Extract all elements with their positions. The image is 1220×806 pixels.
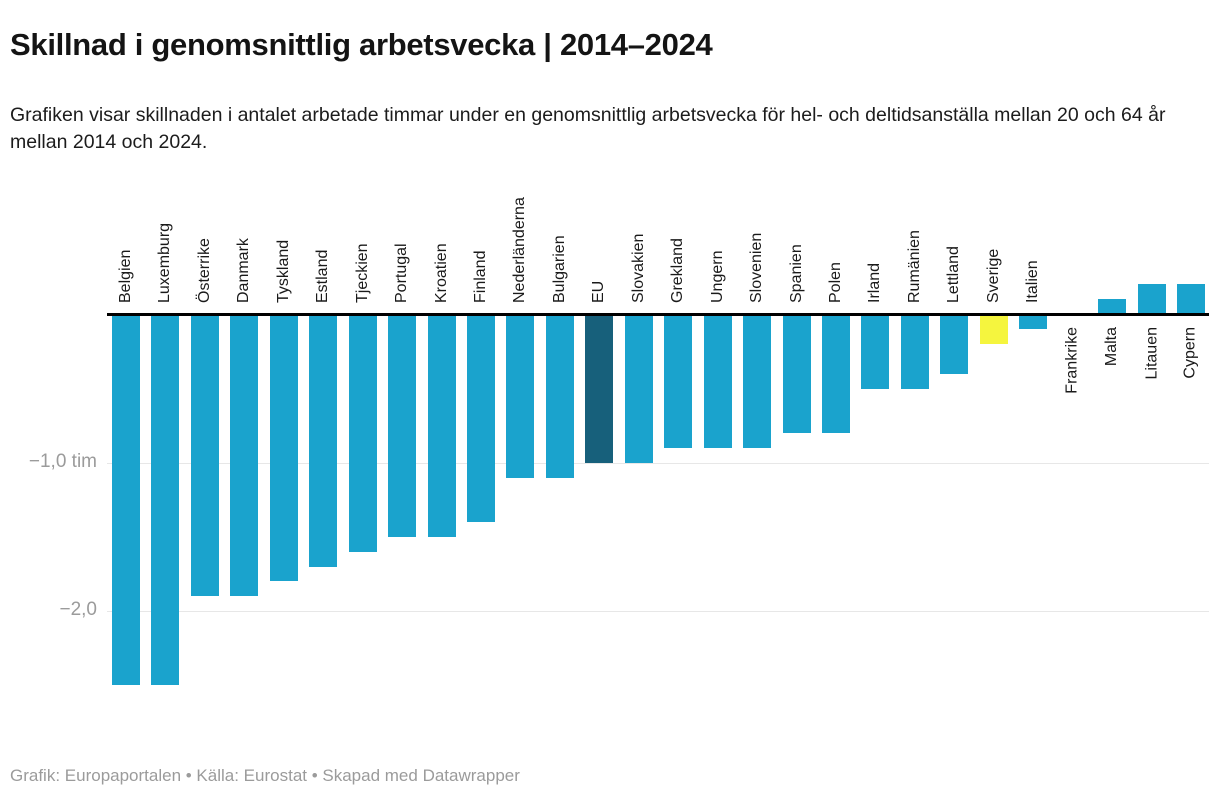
bar-luxemburg[interactable] (151, 316, 179, 685)
bar-slovakien[interactable] (625, 316, 653, 463)
bar-estland[interactable] (309, 316, 337, 567)
chart-title: Skillnad i genomsnittlig arbetsvecka | 2… (10, 26, 713, 62)
bar-label-kroatien: Kroatien (433, 243, 450, 303)
bar-label-finland: Finland (472, 250, 489, 303)
bar-label-estland: Estland (314, 249, 331, 303)
bar-tyskland[interactable] (270, 316, 298, 581)
bar-label-nederlanderna: Nederländerna (511, 197, 528, 303)
bar-label-lettland: Lettland (945, 246, 962, 303)
bar-label-litauen: Litauen (1143, 327, 1160, 380)
bar-label-eu: EU (590, 280, 607, 303)
bar-label-belgien: Belgien (117, 249, 134, 303)
bar-rumanien[interactable] (901, 316, 929, 389)
bar-label-italien: Italien (1024, 260, 1041, 303)
bar-finland[interactable] (467, 316, 495, 522)
bar-label-tjeckien: Tjeckien (354, 243, 371, 303)
gridline--1 (107, 463, 1209, 464)
bar-label-sverige: Sverige (985, 248, 1002, 303)
bar-label-frankrike: Frankrike (1064, 327, 1081, 394)
bar-belgien[interactable] (112, 316, 140, 685)
bar-label-malta: Malta (1103, 327, 1120, 367)
bar-spanien[interactable] (783, 316, 811, 433)
bar-label-polen: Polen (827, 262, 844, 303)
bar-label-rumanien: Rumänien (906, 230, 923, 303)
bar-grekland[interactable] (664, 316, 692, 448)
bar-label-osterrike: Österrike (196, 238, 213, 303)
chart-footer: Grafik: Europaportalen • Källa: Eurostat… (10, 766, 520, 785)
bar-italien[interactable] (1019, 316, 1047, 329)
bar-sverige[interactable] (980, 316, 1008, 344)
bar-label-spanien: Spanien (788, 244, 805, 303)
bar-cypern[interactable] (1177, 284, 1205, 313)
bar-label-portugal: Portugal (393, 243, 410, 303)
y-tick-label--1: −1,0 tim (28, 451, 97, 472)
bar-irland[interactable] (861, 316, 889, 389)
bar-portugal[interactable] (388, 316, 416, 537)
bar-label-cypern: Cypern (1182, 327, 1199, 379)
bar-label-irland: Irland (866, 262, 883, 303)
bar-label-slovakien: Slovakien (630, 233, 647, 303)
bar-label-luxemburg: Luxemburg (156, 222, 173, 303)
bar-label-ungern: Ungern (709, 250, 726, 303)
bar-bulgarien[interactable] (546, 316, 574, 478)
bar-kroatien[interactable] (428, 316, 456, 537)
bar-label-grekland: Grekland (669, 238, 686, 303)
bar-polen[interactable] (822, 316, 850, 433)
bar-label-slovenien: Slovenien (748, 232, 765, 303)
bar-lettland[interactable] (940, 316, 968, 374)
bar-nederlanderna[interactable] (506, 316, 534, 478)
bar-label-danmark: Danmark (235, 238, 252, 303)
gridline--2 (107, 611, 1209, 612)
bar-label-bulgarien: Bulgarien (551, 235, 568, 303)
y-tick-label--2: −2,0 (59, 599, 97, 620)
bar-danmark[interactable] (230, 316, 258, 596)
x-axis-baseline (107, 313, 1209, 316)
chart-description: Grafiken visar skillnaden i antalet arbe… (10, 103, 1166, 153)
bar-slovenien[interactable] (743, 316, 771, 448)
bar-eu[interactable] (585, 316, 613, 463)
bar-malta[interactable] (1098, 299, 1126, 313)
bar-osterrike[interactable] (191, 316, 219, 596)
bar-ungern[interactable] (704, 316, 732, 448)
bar-litauen[interactable] (1138, 284, 1166, 313)
bar-label-tyskland: Tyskland (275, 239, 292, 303)
bar-tjeckien[interactable] (349, 316, 377, 552)
